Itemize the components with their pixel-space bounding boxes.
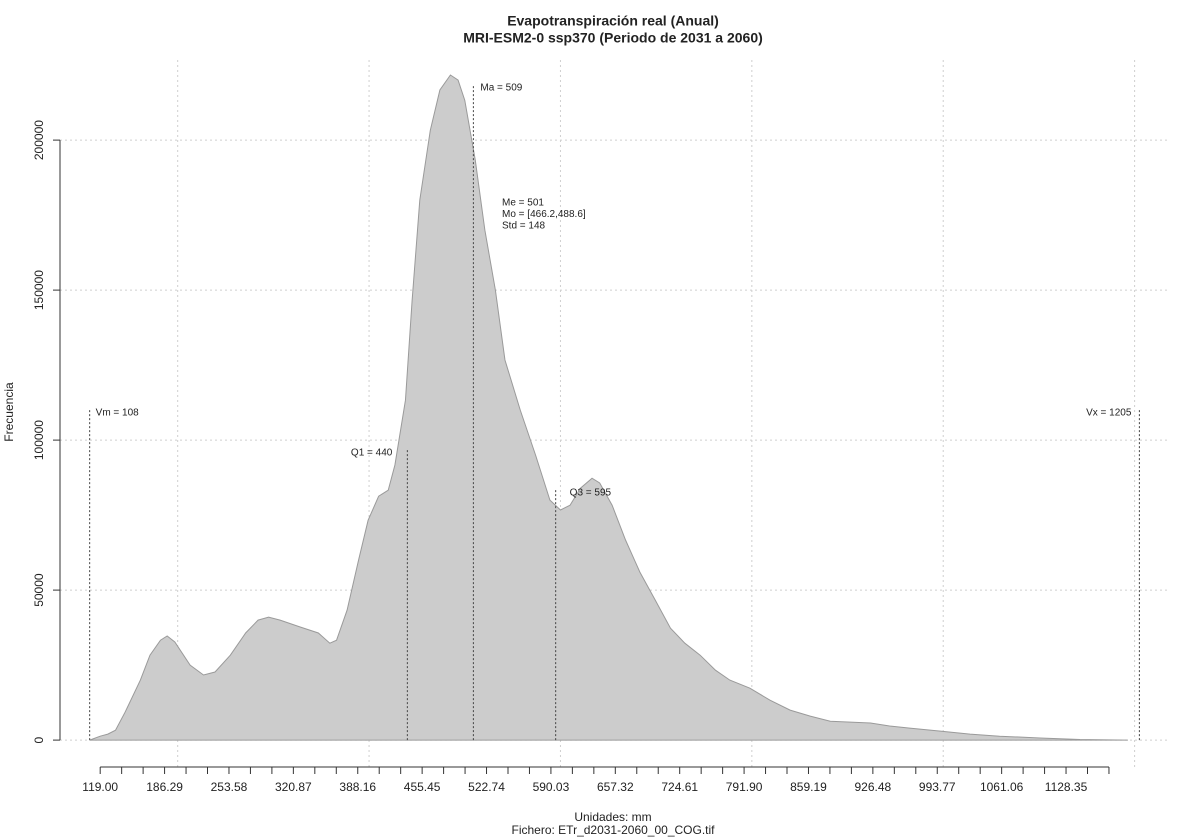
- x-tick-label: 1128.35: [1045, 780, 1088, 794]
- x-tick-label: 320.87: [275, 780, 312, 794]
- stat-label: Vm = 108: [96, 408, 140, 419]
- x-tick-label: 657.32: [597, 780, 634, 794]
- x-tick-label: 388.16: [339, 780, 376, 794]
- x-tick-label: 455.45: [404, 780, 441, 794]
- x-tick-label: 186.29: [146, 780, 183, 794]
- stat-label: Vx = 1205: [1086, 408, 1132, 419]
- y-tick-label: 200000: [32, 120, 46, 160]
- x-tick-label: 253.58: [211, 780, 248, 794]
- y-tick-label: 150000: [32, 270, 46, 310]
- density-area: [89, 74, 1128, 741]
- x-tick-label: 791.90: [726, 780, 763, 794]
- y-tick-label: 100000: [32, 420, 46, 460]
- caption: Fichero: ETr_d2031-2060_00_COG.tif: [512, 823, 716, 837]
- y-axis-label: Frecuencia: [2, 382, 16, 442]
- chart-title: Evapotranspiración real (Anual): [507, 13, 719, 29]
- stat-note: Mo = [466.2,488.6]: [502, 209, 586, 220]
- x-tick-label: 724.61: [661, 780, 698, 794]
- stat-label: Q1 = 440: [351, 448, 393, 459]
- x-tick-label: 590.03: [533, 780, 570, 794]
- y-tick-label: 0: [32, 736, 46, 743]
- x-tick-label: 926.48: [855, 780, 892, 794]
- stat-label: Q3 = 595: [570, 488, 612, 499]
- stat-label: Ma = 509: [480, 83, 522, 94]
- chart-subtitle: MRI-ESM2-0 ssp370 (Periodo de 2031 a 206…: [463, 30, 763, 46]
- y-tick-label: 50000: [32, 573, 46, 607]
- x-tick-label: 859.19: [790, 780, 827, 794]
- stat-note: Me = 501: [502, 198, 544, 209]
- x-axis-label: Unidades: mm: [574, 810, 651, 824]
- x-tick-label: 1061.06: [980, 780, 1024, 794]
- x-tick-label: 522.74: [468, 780, 505, 794]
- x-tick-label: 119.00: [82, 780, 118, 794]
- x-tick-label: 993.77: [919, 780, 956, 794]
- stat-note: Std = 148: [502, 221, 546, 232]
